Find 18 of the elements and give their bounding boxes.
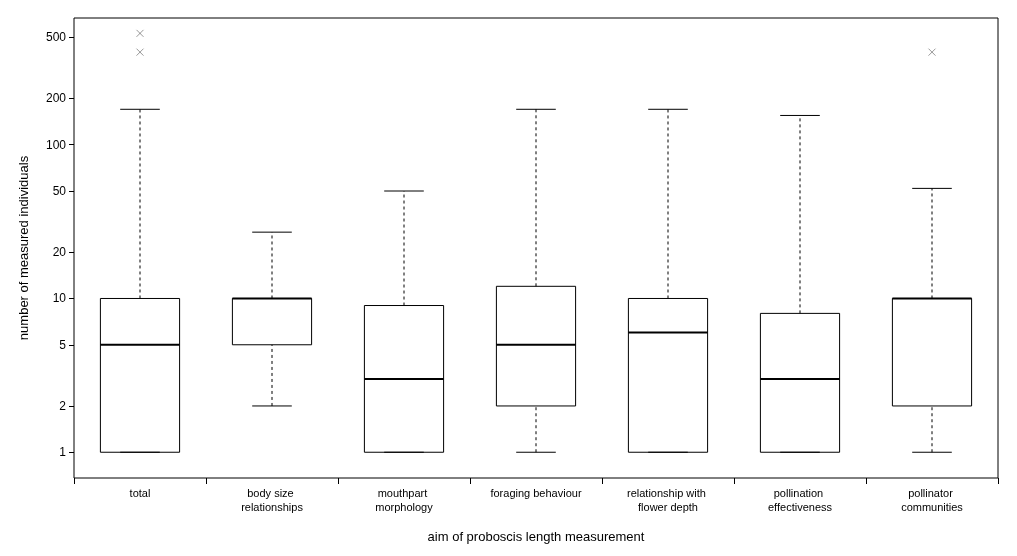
y-tick-label: 100	[45, 137, 67, 152]
x-tick-label: foraging behaviour	[490, 487, 582, 499]
y-tick-label: 2	[59, 398, 67, 413]
y-axis-title: number of measured individuals	[16, 155, 31, 341]
y-tick-label: 5	[59, 337, 67, 352]
x-tick-label: mouthpart morphology	[375, 487, 434, 513]
y-tick-label: 50	[52, 184, 67, 199]
x-tick-label: body size relationships	[241, 487, 304, 513]
x-axis-title: aim of proboscis length measurement	[427, 529, 645, 544]
x-tick-label: relationship with flower depth	[627, 487, 709, 513]
x-tick-label: pollinator communities	[901, 487, 964, 513]
y-tick-label: 10	[52, 291, 67, 306]
x-tick-label: pollination effectiveness	[767, 487, 833, 513]
y-tick-label: 500	[45, 30, 67, 45]
y-tick-label: 200	[45, 91, 67, 106]
y-tick-label: 20	[52, 245, 67, 260]
y-tick-label: 1	[59, 445, 67, 460]
x-tick-label: total	[129, 487, 151, 499]
